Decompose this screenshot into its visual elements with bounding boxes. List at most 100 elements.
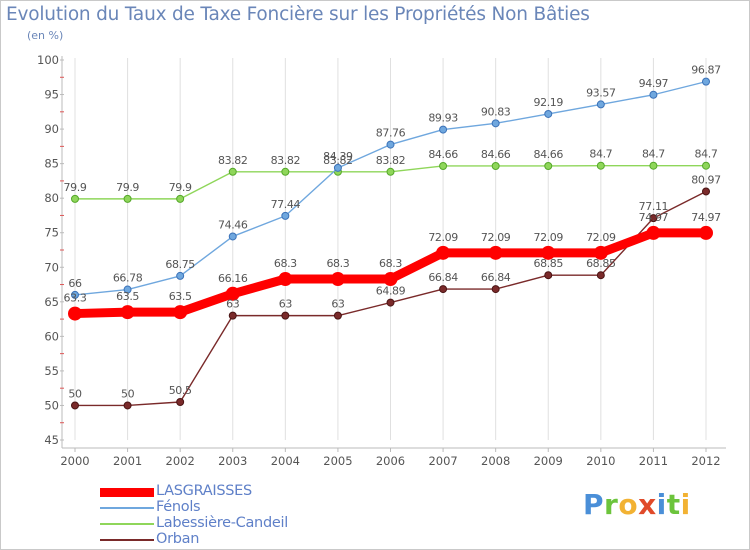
data-label: 50 [121, 387, 135, 400]
x-tick-label: 2009 [534, 454, 563, 468]
x-tick-label: 2010 [586, 454, 615, 468]
x-tick-label: 2005 [323, 454, 352, 468]
data-point [544, 109, 553, 118]
data-label: 92.19 [534, 96, 564, 109]
data-point [281, 167, 290, 176]
data-label: 74.97 [691, 211, 721, 224]
y-tick-label: 90 [44, 122, 59, 136]
data-label: 50.5 [169, 384, 192, 397]
data-point [544, 161, 553, 170]
y-tick-label: 70 [44, 260, 59, 274]
data-point [123, 401, 132, 410]
data-point [228, 232, 237, 241]
logo-letter: t [666, 488, 681, 521]
data-label: 84.66 [534, 148, 564, 161]
data-label: 84.66 [428, 148, 458, 161]
data-point [491, 161, 500, 170]
data-label: 68.3 [326, 257, 349, 270]
data-point [436, 245, 451, 260]
y-tick-label: 85 [44, 157, 59, 171]
proxiti-logo: Proxiti [583, 488, 691, 521]
data-label: 84.7 [589, 148, 612, 161]
x-tick-label: 2008 [481, 454, 510, 468]
data-point [702, 161, 710, 170]
logo-letter: i [680, 488, 691, 521]
data-point [593, 245, 608, 260]
data-point [176, 398, 185, 406]
data-label: 74.97 [639, 211, 669, 224]
logo-letter: r [604, 488, 619, 521]
y-tick-label: 55 [44, 364, 59, 378]
legend-swatch [100, 507, 154, 509]
data-label: 66.16 [218, 272, 248, 285]
data-point [228, 167, 237, 176]
data-point [333, 311, 342, 320]
data-label: 77.11 [639, 200, 669, 213]
x-tick-label: 2006 [376, 454, 405, 468]
data-point [386, 298, 395, 307]
data-point [68, 306, 82, 321]
data-label: 63.5 [116, 290, 139, 303]
data-point [176, 194, 185, 203]
data-point [439, 125, 448, 134]
x-tick-label: 2004 [271, 454, 300, 468]
legend-item: Labessière-Candeil [100, 515, 360, 532]
data-label: 79.9 [64, 181, 87, 194]
data-point [71, 401, 79, 410]
y-tick-label: 50 [44, 398, 59, 412]
legend-label: Orban [156, 531, 200, 547]
data-label: 72.09 [534, 231, 564, 244]
data-label: 84.7 [695, 148, 718, 161]
data-label: 66 [68, 277, 82, 290]
data-label: 77.44 [271, 198, 301, 211]
x-tick-label: 2011 [639, 454, 668, 468]
data-point [649, 214, 658, 223]
data-label: 63 [279, 298, 293, 311]
legend-item: LASGRAISSES [100, 483, 360, 500]
legend-swatch [100, 523, 154, 525]
x-tick-label: 2000 [60, 454, 89, 468]
data-label: 68.3 [274, 257, 297, 270]
data-point [333, 163, 342, 172]
legend-swatch [100, 539, 154, 541]
data-label: 83.82 [271, 154, 301, 167]
data-point [228, 311, 237, 320]
data-point [120, 305, 135, 320]
data-point [491, 119, 500, 128]
data-point [491, 285, 500, 294]
data-point [281, 211, 290, 220]
data-point [330, 272, 345, 287]
y-tick-label: 60 [44, 329, 59, 343]
data-point [646, 225, 661, 240]
data-label: 93.57 [586, 86, 616, 99]
x-tick-label: 2007 [428, 454, 457, 468]
data-label: 72.09 [428, 231, 458, 244]
data-label: 66.84 [481, 271, 511, 284]
x-tick-label: 2003 [218, 454, 247, 468]
data-point [123, 285, 132, 294]
data-label: 72.09 [481, 231, 511, 244]
logo-letter: P [583, 488, 605, 521]
data-label: 84.39 [323, 150, 353, 163]
data-point [596, 161, 605, 170]
x-tick-label: 2002 [166, 454, 195, 468]
data-label: 84.7 [642, 148, 665, 161]
data-point [383, 272, 398, 287]
data-label: 79.9 [169, 181, 192, 194]
legend-label: Labessière-Candeil [156, 515, 288, 531]
y-tick-label: 75 [44, 226, 59, 240]
data-label: 64.89 [376, 285, 406, 298]
data-label: 63 [331, 298, 345, 311]
x-tick-label: 2001 [113, 454, 142, 468]
data-label: 50 [68, 387, 82, 400]
legend-label: Fénols [156, 499, 201, 515]
legend-swatch [100, 487, 154, 497]
data-label: 74.46 [218, 218, 248, 231]
data-label: 68.3 [379, 257, 402, 270]
data-point [488, 245, 503, 260]
data-point [649, 161, 658, 170]
y-tick-label: 65 [44, 295, 59, 309]
logo-letter: i [656, 488, 667, 521]
data-label: 79.9 [116, 181, 139, 194]
data-point [439, 285, 448, 294]
